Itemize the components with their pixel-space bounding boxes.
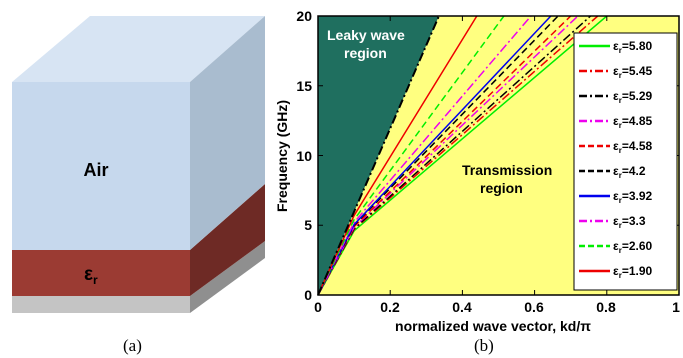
dielectric-layer-side xyxy=(190,184,265,296)
panel-a-block: Air εr xyxy=(12,16,265,313)
y-axis-label: Frequency (GHz) xyxy=(274,100,290,212)
x-tick-label: 0 xyxy=(314,299,322,315)
legend-label: εr=4.2 xyxy=(613,164,646,180)
x-axis-label: normalized wave vector, kd/π xyxy=(395,318,591,334)
legend-label: εr=3.3 xyxy=(613,214,646,230)
x-tick-marks xyxy=(317,16,680,295)
legend-label: εr=4.85 xyxy=(613,114,653,130)
legend-label: εr=5.80 xyxy=(613,39,653,55)
legend-label: εr=1.90 xyxy=(613,264,653,280)
legend-label: εr=4.58 xyxy=(613,139,653,155)
panel-b-chart: 0 0.2 0.4 0.6 0.8 1 0 5 10 15 20 normali… xyxy=(274,8,680,334)
dielectric-layer-front xyxy=(12,250,190,296)
x-tick-label: 0.2 xyxy=(380,299,400,315)
legend-label: εr=2.60 xyxy=(613,239,653,255)
caption-b: (b) xyxy=(474,336,494,355)
transmission-region-label: Transmission region xyxy=(462,162,552,196)
series-lines xyxy=(318,16,608,295)
legend-label: εr=5.45 xyxy=(613,64,653,80)
air-layer-side xyxy=(190,16,265,250)
x-tick-label: 0.4 xyxy=(452,299,472,315)
y-tick-label: 5 xyxy=(304,217,312,233)
ground-layer-front xyxy=(12,296,190,313)
air-layer-top xyxy=(12,16,265,82)
legend-label: εr=5.29 xyxy=(613,89,653,105)
series-line xyxy=(318,16,532,295)
y-tick-label: 15 xyxy=(296,78,312,94)
x-tick-label: 1 xyxy=(672,299,680,315)
y-tick-label: 0 xyxy=(304,287,312,303)
caption-a: (a) xyxy=(123,336,142,355)
y-tick-label: 10 xyxy=(296,148,312,164)
x-tick-label: 0.8 xyxy=(596,299,616,315)
air-layer-front xyxy=(12,82,190,250)
x-tick-label: 0.6 xyxy=(524,299,544,315)
y-tick-label: 20 xyxy=(296,8,312,24)
legend: εr=5.80 εr=5.45 εr=5.29 εr=4.85 εr=4.58 εr=4.… xyxy=(573,32,678,291)
dielectric-label: εr xyxy=(84,264,98,287)
ground-layer-side xyxy=(190,241,265,313)
air-label: Air xyxy=(83,160,108,180)
leaky-region-label: Leaky wave region xyxy=(327,27,405,61)
legend-label: εr=3.92 xyxy=(613,189,653,205)
